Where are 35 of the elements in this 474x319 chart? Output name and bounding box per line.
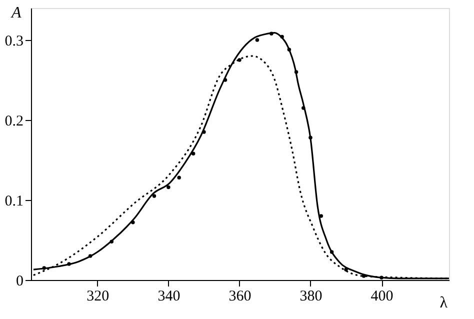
- point: [223, 78, 228, 82]
- point: [270, 32, 274, 36]
- x-tick-label: 400: [370, 288, 394, 304]
- point: [287, 48, 292, 52]
- point: [280, 34, 284, 39]
- point: [330, 250, 334, 254]
- point: [302, 106, 306, 110]
- y-tick-label: 0.2: [4, 114, 24, 130]
- point: [255, 38, 260, 42]
- point: [191, 152, 196, 156]
- x-tick-label: 320: [86, 288, 110, 304]
- y-tick-label: 0: [16, 274, 24, 290]
- y-tick-label: 0.1: [4, 194, 24, 210]
- x-tick-label: 360: [228, 288, 252, 304]
- point: [319, 214, 324, 218]
- point: [344, 268, 348, 272]
- y-axis-title: A: [10, 4, 22, 22]
- x-axis-title: λ: [440, 294, 448, 312]
- point: [362, 274, 366, 278]
- y-tick-label: 0.3: [4, 34, 24, 50]
- point: [110, 240, 114, 244]
- point: [308, 136, 312, 140]
- point: [67, 262, 71, 266]
- point: [202, 130, 206, 134]
- point: [88, 254, 92, 258]
- point: [238, 58, 242, 62]
- point: [166, 185, 170, 190]
- x-tick-label: 380: [300, 288, 322, 304]
- point: [42, 266, 46, 270]
- x-tick-label: 340: [158, 288, 180, 304]
- point: [294, 70, 298, 74]
- point: [177, 176, 181, 180]
- point: [131, 220, 135, 224]
- point: [380, 276, 384, 280]
- point: [152, 194, 156, 198]
